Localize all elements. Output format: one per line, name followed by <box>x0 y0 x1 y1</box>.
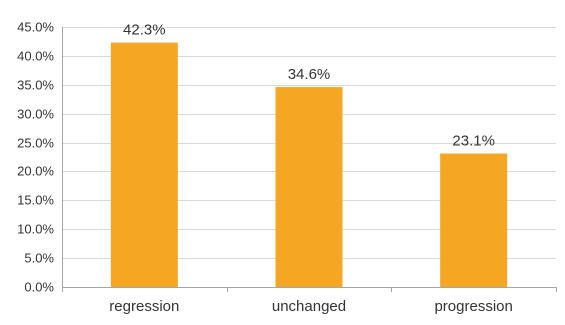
y-tick-label: 35.0% <box>17 78 54 93</box>
x-category-label: unchanged <box>272 298 346 315</box>
y-tick-label: 40.0% <box>17 49 54 64</box>
y-tick-label: 45.0% <box>17 20 54 35</box>
y-tick-label: 10.0% <box>17 222 54 237</box>
x-category-label: regression <box>109 298 179 315</box>
bar-value-label: 23.1% <box>452 133 495 150</box>
y-tick-label: 15.0% <box>17 193 54 208</box>
y-tick-label: 0.0% <box>24 280 54 295</box>
bar-progression <box>440 153 508 287</box>
bar-regression <box>110 42 178 287</box>
axes <box>62 27 557 292</box>
y-tick-label: 5.0% <box>24 251 54 266</box>
labels: 0.0% 5.0% 10.0% 15.0% 20.0% 25.0% 30.0% 35.0% 40… <box>17 20 513 316</box>
bars <box>110 42 508 287</box>
bar-unchanged <box>275 87 343 287</box>
bar-value-label: 42.3% <box>123 22 166 39</box>
y-tick-label: 30.0% <box>17 107 54 122</box>
bar-value-label: 34.6% <box>288 66 331 83</box>
y-tick-label: 25.0% <box>17 136 54 151</box>
x-category-label: progression <box>434 298 512 315</box>
y-tick-label: 20.0% <box>17 164 54 179</box>
